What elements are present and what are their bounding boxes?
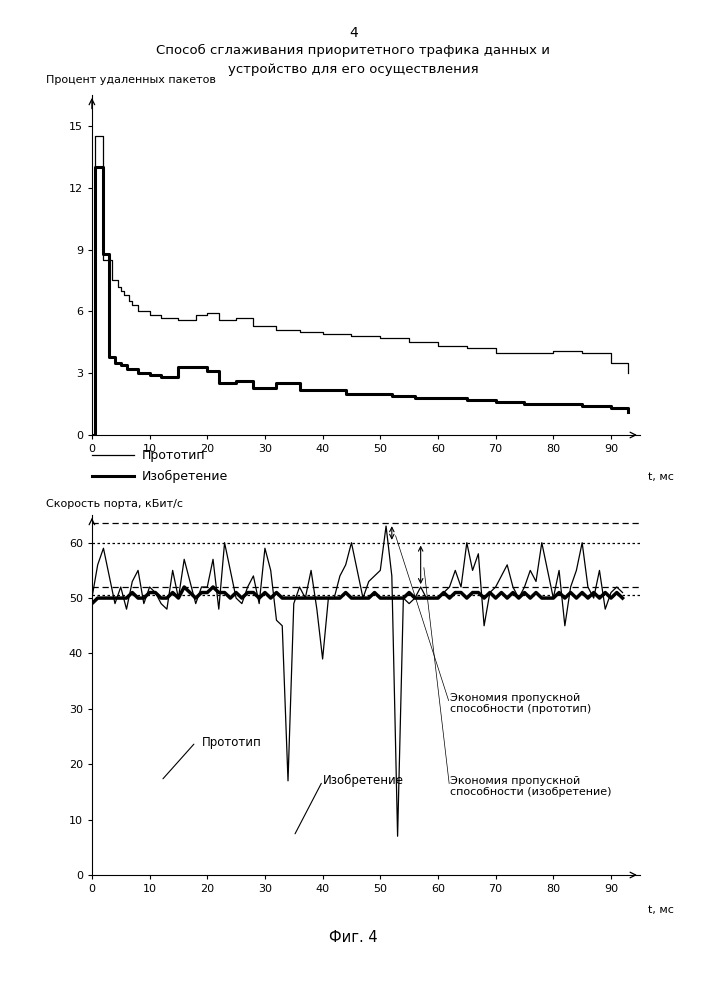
Text: Скорость порта, кБит/с: Скорость порта, кБит/с: [46, 499, 183, 509]
Text: устройство для его осуществления: устройство для его осуществления: [228, 63, 479, 76]
Text: Способ сглаживания приоритетного трафика данных и: Способ сглаживания приоритетного трафика…: [156, 44, 551, 57]
Text: t, мс: t, мс: [648, 472, 674, 482]
Text: Процент удаленных пакетов: Процент удаленных пакетов: [46, 75, 216, 85]
Text: 4: 4: [349, 26, 358, 40]
Text: Прототип: Прототип: [141, 448, 205, 462]
Text: Экономия пропускной
способности (прототип): Экономия пропускной способности (прототи…: [450, 693, 591, 714]
Text: Изобретение: Изобретение: [322, 774, 404, 787]
Text: t, мс: t, мс: [648, 905, 674, 915]
Text: Изобретение: Изобретение: [141, 469, 228, 483]
Text: Прототип: Прототип: [201, 736, 262, 749]
Text: Фиг. 4: Фиг. 4: [329, 930, 378, 946]
Text: Экономия пропускной
способности (изобретение): Экономия пропускной способности (изобрет…: [450, 776, 611, 797]
